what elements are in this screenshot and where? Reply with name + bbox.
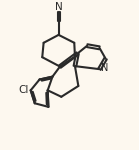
Text: N: N — [100, 63, 108, 74]
Text: N: N — [55, 2, 62, 12]
Text: Cl: Cl — [18, 85, 28, 95]
